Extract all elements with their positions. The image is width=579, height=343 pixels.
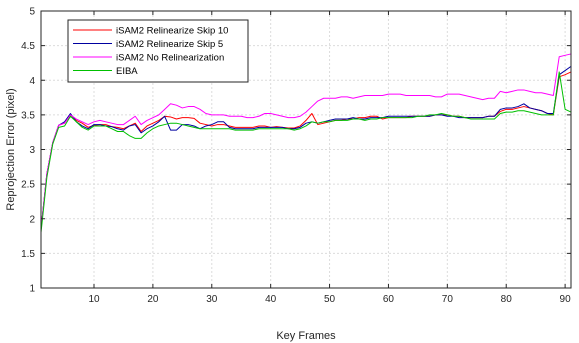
y-tick-label: 3.5 bbox=[21, 110, 35, 121]
x-tick-label: 90 bbox=[560, 294, 572, 305]
x-axis-label: Key Frames bbox=[276, 330, 336, 342]
x-tick-label: 20 bbox=[147, 294, 159, 305]
series-line-3 bbox=[40, 53, 572, 230]
legend-label: EIBA bbox=[116, 66, 138, 77]
y-tick-label: 1.5 bbox=[21, 249, 35, 260]
x-tick-label: 50 bbox=[324, 294, 336, 305]
x-tick-label: 80 bbox=[501, 294, 513, 305]
y-tick-label: 2.5 bbox=[21, 180, 35, 191]
x-tick-label: 70 bbox=[442, 294, 454, 305]
y-tick-label: 1 bbox=[29, 284, 35, 295]
y-tick-label: 4 bbox=[29, 76, 35, 87]
y-axis-label: Reprojection Error (pixel) bbox=[5, 88, 17, 210]
x-tick-label: 10 bbox=[88, 294, 100, 305]
y-tick-label: 3 bbox=[29, 145, 35, 156]
series-line-4 bbox=[40, 71, 572, 233]
x-tick-label: 60 bbox=[383, 294, 395, 305]
legend: iSAM2 Relinearize Skip 10 iSAM2 Relineari… bbox=[67, 19, 249, 83]
series-layer bbox=[40, 53, 572, 233]
x-axis-ticks: 10 20 30 40 50 60 70 80 90 bbox=[88, 11, 571, 305]
y-tick-label: 2 bbox=[29, 214, 35, 225]
series-line-2 bbox=[40, 65, 572, 230]
y-tick-label: 4.5 bbox=[21, 41, 35, 52]
y-axis-ticks: 1 1.5 2 2.5 3 3.5 4 4.5 5 bbox=[21, 7, 571, 295]
legend-label: iSAM2 Relinearize Skip 5 bbox=[116, 39, 223, 50]
y-tick-label: 5 bbox=[29, 7, 35, 18]
x-tick-label: 40 bbox=[265, 294, 277, 305]
x-tick-label: 30 bbox=[206, 294, 218, 305]
legend-label: iSAM2 Relinearize Skip 10 bbox=[116, 26, 228, 37]
legend-label: iSAM2 No Relinearization bbox=[116, 53, 224, 64]
